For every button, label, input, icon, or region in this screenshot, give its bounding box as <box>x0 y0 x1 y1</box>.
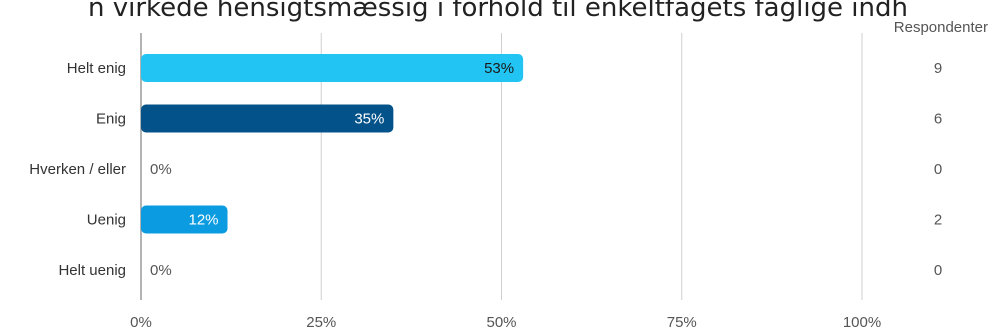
bar <box>141 205 228 234</box>
category-label: Helt uenig <box>58 262 126 279</box>
bar-value-label: 12% <box>188 212 218 229</box>
x-tick-label: 50% <box>486 314 516 331</box>
respondent-count: 9 <box>934 60 942 77</box>
x-tick-label: 100% <box>843 314 881 331</box>
respondent-count: 6 <box>934 111 942 128</box>
respondent-count: 2 <box>934 212 942 229</box>
bar-value-label: 53% <box>484 60 514 77</box>
respondents-header: Respondenter <box>893 19 988 36</box>
bar-value-label: 0% <box>150 161 172 178</box>
bar <box>141 54 524 82</box>
bar <box>141 104 394 133</box>
category-label: Uenig <box>87 212 126 229</box>
respondent-count: 0 <box>934 161 942 178</box>
respondent-count: 0 <box>934 262 942 279</box>
category-label: Enig <box>96 111 126 128</box>
bar-value-label: 0% <box>150 262 172 279</box>
category-label: Helt enig <box>67 60 126 77</box>
chart-title: n virkede hensigtsmæssig i forhold til e… <box>87 0 908 23</box>
x-tick-label: 75% <box>667 314 697 331</box>
bar-value-label: 35% <box>354 111 384 128</box>
x-tick-label: 0% <box>130 314 152 331</box>
x-tick-label: 25% <box>306 314 336 331</box>
category-label: Hverken / eller <box>29 161 126 178</box>
